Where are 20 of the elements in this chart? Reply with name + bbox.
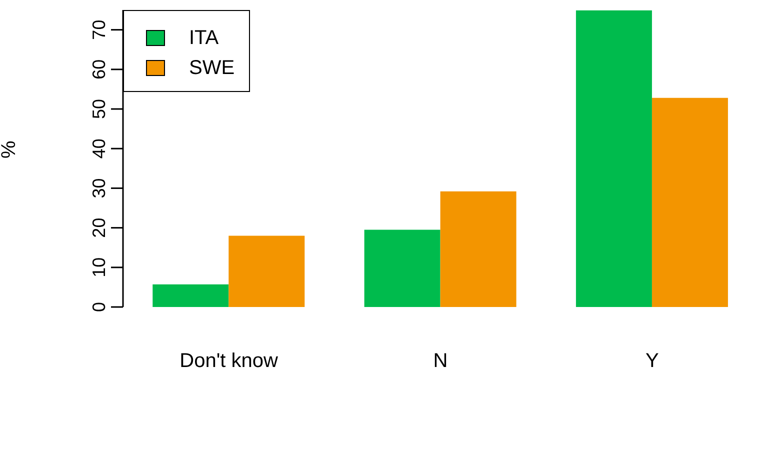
y-tick-label: 40 (89, 138, 109, 159)
bar (228, 236, 305, 307)
y-tick-label: 10 (89, 257, 109, 278)
y-tick-label: 70 (89, 20, 109, 40)
y-tick-label: 20 (89, 218, 109, 238)
x-tick-label: N (433, 350, 448, 372)
bar (364, 230, 440, 307)
y-tick-label: 0 (89, 302, 109, 312)
bar (652, 98, 728, 307)
y-tick-label: 60 (89, 59, 109, 80)
y-tick-label: 30 (89, 178, 109, 198)
x-tick-label: Y (645, 350, 659, 372)
bar (152, 284, 229, 307)
legend-label: ITA (189, 26, 219, 50)
x-tick-label: Don't know (180, 350, 279, 372)
legend-label: SWE (189, 56, 235, 80)
bar (440, 191, 516, 307)
y-tick-label: 50 (89, 98, 109, 120)
y-axis-title: % (0, 140, 20, 158)
bar (576, 10, 652, 307)
